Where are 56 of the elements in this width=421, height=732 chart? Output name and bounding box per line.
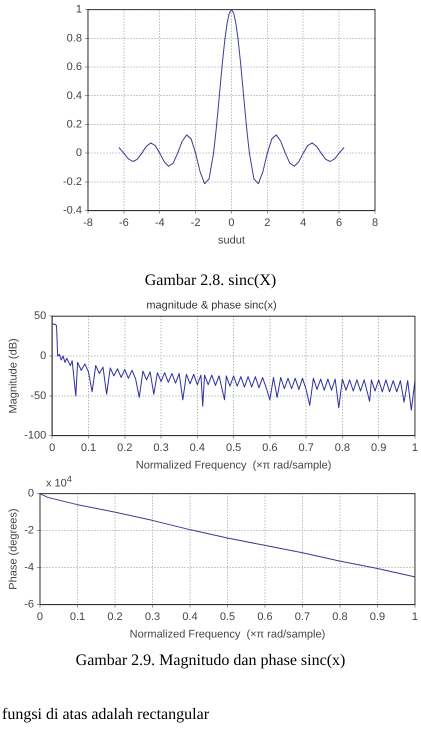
x-tick-label: 0.6	[262, 442, 278, 454]
y-tick-label: 0	[40, 350, 46, 362]
x-tick-label: 0	[228, 217, 235, 230]
text: Gambar 2.9. Magnitudo dan phase sinc(x)	[74, 652, 346, 670]
x-tick-label: -4	[154, 217, 165, 230]
x-tick-label: 2	[264, 217, 270, 230]
x-tick-label: 0.2	[107, 611, 123, 624]
x-axis-title: Normalized Frequency (×π rad/sample)	[136, 459, 332, 472]
y-tick-label: 0	[76, 147, 82, 160]
y-tick-label: -2	[24, 524, 34, 537]
y-tick-label: -0.4	[62, 204, 82, 217]
x-axis-title: sudut	[218, 234, 245, 246]
chart-title: magnitude & phase sinc(x)	[146, 300, 277, 312]
y-tick-label: -100	[24, 430, 46, 442]
y-tick-label: -6	[24, 598, 34, 611]
x-tick-label: 6	[336, 217, 342, 230]
x-tick-label: 0.9	[370, 611, 386, 624]
x-tick-label: 0.3	[144, 611, 160, 624]
x-tick-label: 0	[49, 442, 56, 454]
x-tick-label: 0.6	[257, 611, 273, 624]
x-tick-label: 0.1	[80, 442, 96, 454]
y-tick-label: 0.4	[66, 90, 82, 102]
x-tick-label: -6	[118, 217, 129, 230]
x-tick-label: 0.9	[371, 442, 386, 454]
y-tick-label: 0.2	[66, 118, 82, 130]
y-axis-title: Phase (degrees)	[8, 508, 20, 590]
text: fungsi di atas adalah rectangular	[2, 706, 210, 724]
x-tick-label: 0.5	[226, 442, 242, 454]
x-tick-label: 0.2	[117, 442, 132, 454]
x-tick-label: 0.7	[294, 611, 310, 624]
y-axis-title: Magnitude (dB)	[8, 338, 20, 414]
x-tick-label: 0.4	[182, 611, 198, 624]
x-tick-label: 8	[372, 217, 378, 230]
x-tick-label: -2	[190, 217, 200, 230]
y-tick-label: 1	[76, 4, 82, 16]
x-tick-label: 0.3	[153, 442, 169, 454]
y-tick-label: -4	[24, 562, 34, 574]
x-tick-label: -8	[83, 217, 93, 230]
y-tick-label: -50	[30, 390, 46, 402]
x-tick-label: 0.5	[220, 611, 236, 624]
x-tick-label: 1	[412, 442, 418, 454]
x-axis-title: Normalized Frequency (×π rad/sample)	[130, 628, 326, 640]
x-tick-label: 0.8	[334, 442, 350, 454]
x-tick-label: 0.4	[190, 442, 205, 454]
x-tick-label: 1	[412, 611, 418, 624]
text: x 10$^{4}$	[46, 474, 73, 490]
y-tick-label: 50	[34, 310, 46, 322]
y-tick-label: 0.6	[66, 61, 82, 74]
x-tick-label: 0.7	[298, 442, 314, 454]
y-tick-label: 0.8	[66, 32, 82, 44]
x-tick-label: 4	[300, 217, 306, 230]
y-tick-label: 0	[28, 488, 34, 500]
x-tick-label: 0.1	[70, 611, 86, 624]
text: Gambar 2.8. sinc(X)	[144, 272, 278, 290]
y-tick-label: -0.2	[62, 176, 82, 188]
x-tick-label: 0.8	[332, 611, 348, 624]
